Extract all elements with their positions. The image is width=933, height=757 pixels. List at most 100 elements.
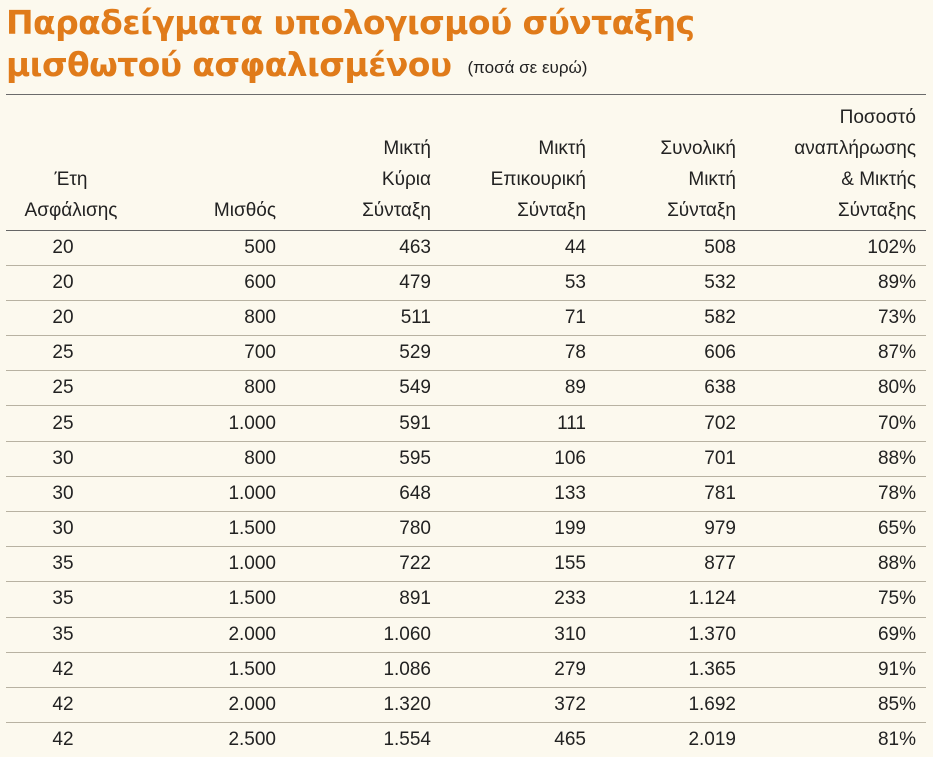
total-pension-cell: 2.019	[688, 729, 736, 751]
main-pension-cell: 591	[286, 405, 441, 442]
page-title-line-1: Παραδείγματα υπολογισμού σύνταξης	[6, 3, 695, 42]
main-pension-cell: 1.060	[286, 617, 441, 653]
years-cell: 20	[6, 265, 136, 301]
supplementary-pension-cell: 53	[441, 265, 596, 301]
main-pension-cell: 1.320	[286, 687, 441, 724]
years-cell: 35	[6, 546, 136, 583]
years-cell: 25	[6, 405, 136, 442]
table-row: 20 600 479 53 532 89%	[6, 265, 926, 301]
main-pension-cell: 891	[286, 581, 441, 618]
main-pension-cell: 648	[286, 476, 441, 513]
page-title-line-2: μισθωτού ασφαλισμένου (ποσά σε ευρώ)	[6, 44, 926, 89]
table-row: 35 1.500 891 233 1.124 75%	[6, 581, 926, 618]
replacement-rate-cell: 81%	[877, 729, 916, 751]
salary-cell: 500	[136, 230, 286, 266]
table-row: 20 800 511 71 582 73%	[6, 300, 926, 337]
replacement-rate-cell: 91%	[746, 652, 926, 688]
salary-cell: 1.000	[136, 476, 286, 513]
supplementary-pension-cell: 372	[441, 687, 596, 724]
years-cell: 20	[6, 300, 136, 337]
years-cell: 20	[6, 230, 136, 266]
replacement-rate-cell: 87%	[746, 335, 926, 372]
header-label-line: Μικτή	[538, 137, 586, 159]
total-pension-cell: 508	[596, 230, 746, 266]
salary-cell: 2.000	[136, 687, 286, 724]
total-pension-cell: 582	[596, 300, 746, 337]
header-label-line: Σύνταξη	[362, 199, 431, 221]
replacement-rate-cell: 102%	[746, 230, 926, 266]
header-label-line: Επικουρική	[490, 168, 586, 190]
header-label-line: Συνολική	[660, 137, 736, 159]
main-pension-cell: 511	[286, 300, 441, 337]
salary-cell: 800	[136, 370, 286, 407]
salary-cell: 700	[136, 335, 286, 372]
salary-cell: 800	[136, 300, 286, 337]
supplementary-pension-cell: 106	[441, 441, 596, 477]
years-cell: 42	[6, 687, 136, 724]
replacement-rate-cell: 85%	[746, 687, 926, 724]
header-gross-main-pension: Μικτή Κύρια Σύνταξη	[286, 96, 441, 231]
years-cell: 25	[6, 370, 136, 407]
replacement-rate-cell: 89%	[746, 265, 926, 301]
supplementary-pension-cell: 44	[441, 230, 596, 266]
title-block: Παραδείγματα υπολογισμού σύνταξης μισθωτ…	[6, 2, 926, 89]
total-pension-cell: 1.370	[596, 617, 746, 653]
supplementary-pension-cell: 233	[441, 581, 596, 618]
replacement-rate-cell: 65%	[746, 511, 926, 548]
supplementary-pension-cell: 310	[441, 617, 596, 653]
supplementary-pension-cell: 465	[554, 729, 586, 751]
replacement-rate-cell: 80%	[746, 370, 926, 407]
table-row: 20 500 463 44 508 102%	[6, 230, 926, 266]
table-row: 35 1.000 722 155 877 88%	[6, 546, 926, 583]
years-cell: 35	[6, 581, 136, 618]
salary-cell: 2.500	[228, 729, 276, 751]
header-label-line: Σύνταξη	[667, 199, 736, 221]
total-pension-cell: 532	[596, 265, 746, 301]
total-pension-cell: 1.365	[596, 652, 746, 688]
header-label-line: Ασφάλισης	[24, 199, 118, 221]
table-row: 30 800 595 106 701 88%	[6, 441, 926, 477]
total-pension-cell: 979	[596, 511, 746, 548]
main-pension-cell: 1.086	[286, 652, 441, 688]
salary-cell: 1.000	[136, 546, 286, 583]
total-pension-cell: 606	[596, 335, 746, 372]
years-cell: 30	[6, 511, 136, 548]
header-replacement-rate: Ποσοστό αναπλήρωσης & Μικτής Σύνταξης	[746, 96, 926, 231]
page-title-text: μισθωτού ασφαλισμένου	[6, 45, 452, 84]
replacement-rate-cell: 75%	[746, 581, 926, 618]
replacement-rate-cell: 88%	[746, 441, 926, 477]
header-salary: Μισθός	[136, 96, 286, 231]
header-gross-supplementary-pension: Μικτή Επικουρική Σύνταξη	[441, 96, 596, 231]
replacement-rate-cell: 78%	[746, 476, 926, 513]
header-label-line: Σύνταξης	[837, 199, 916, 221]
years-cell: 30	[6, 441, 136, 477]
header-total-gross-pension: Συνολική Μικτή Σύνταξη	[596, 96, 746, 231]
years-cell: 42	[52, 729, 74, 751]
table-row: 35 2.000 1.060 310 1.370 69%	[6, 617, 926, 653]
salary-cell: 1.500	[136, 511, 286, 548]
pension-examples-table: Έτη Ασφάλισης Μισθός Μικτή Κύρια Σύνταξη Μικτή…	[6, 96, 926, 757]
top-divider	[6, 94, 926, 95]
salary-cell: 1.500	[136, 581, 286, 618]
salary-cell: 600	[136, 265, 286, 301]
salary-cell: 1.500	[136, 652, 286, 688]
supplementary-pension-cell: 279	[441, 652, 596, 688]
table-row: 42 2.500 1.554 465 2.019 81%	[6, 723, 926, 757]
replacement-rate-cell: 73%	[746, 300, 926, 337]
table-row: 30 1.500 780 199 979 65%	[6, 511, 926, 548]
header-label-line: Έτη	[54, 168, 88, 190]
table-body: 20 500 463 44 508 102% 20 600 479 53 532 89% 20 800 51…	[6, 230, 926, 757]
header-years-of-insurance: Έτη Ασφάλισης	[6, 96, 136, 231]
header-row: Έτη Ασφάλισης Μισθός Μικτή Κύρια Σύνταξη Μικτή…	[6, 96, 926, 231]
table-row: 25 800 549 89 638 80%	[6, 370, 926, 407]
total-pension-cell: 781	[596, 476, 746, 513]
header-label-line: & Μικτής	[841, 168, 916, 190]
total-pension-cell: 702	[596, 405, 746, 442]
years-cell: 42	[6, 652, 136, 688]
main-pension-cell: 529	[286, 335, 441, 372]
main-pension-cell: 1.554	[383, 729, 431, 751]
supplementary-pension-cell: 199	[441, 511, 596, 548]
replacement-rate-cell: 70%	[746, 405, 926, 442]
replacement-rate-cell: 69%	[746, 617, 926, 653]
main-pension-cell: 722	[286, 546, 441, 583]
